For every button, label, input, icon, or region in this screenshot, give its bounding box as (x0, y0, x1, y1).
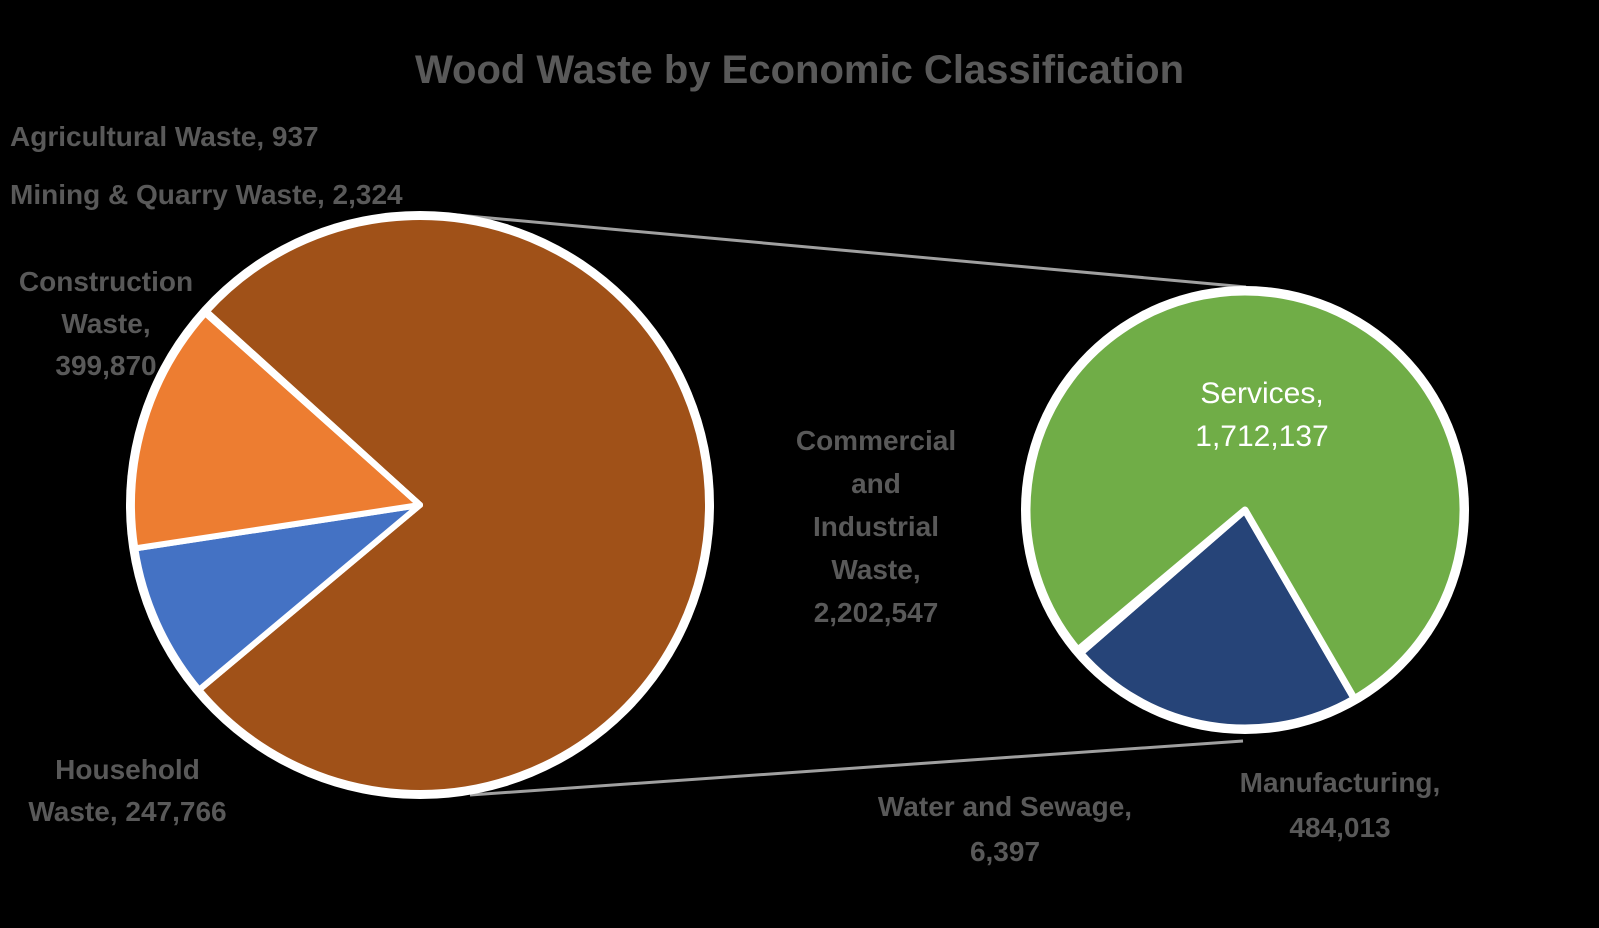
pie-slice-agricultural-waste (203, 308, 423, 508)
secondary-pie (1021, 286, 1469, 734)
label-manufacturing: Manufacturing, 484,013 (1239, 767, 1441, 843)
pie-slice-services (1023, 288, 1467, 703)
series-connector-line-bottom (469, 739, 1244, 797)
pie-slice-commercial-and-industrial-waste (196, 213, 711, 796)
pie-slice-manufacturing (1076, 506, 1358, 732)
main-pie (126, 211, 714, 799)
label-agricultural-waste: Agricultural Waste, 937 (10, 121, 319, 152)
label-construction-waste: Construction Waste, 399,870 (18, 266, 194, 381)
label-commercial-industrial-waste: Commercial and Industrial Waste, 2,202,5… (795, 425, 957, 628)
label-mining-quarry-waste: Mining & Quarry Waste, 2,324 (10, 179, 403, 210)
label-household-waste: Household Waste, 247,766 (28, 754, 227, 827)
series-connector-line-top (445, 212, 1247, 289)
chart-title: Wood Waste by Economic Classification (414, 48, 1185, 92)
label-services: Services, 1,712,137 (1195, 377, 1329, 453)
pie-slice-construction-waste (128, 310, 423, 552)
label-water-and-sewage: Water and Sewage, 6,397 (877, 791, 1133, 867)
pie-slice-household-waste (132, 502, 423, 693)
connector-lines (445, 212, 1247, 797)
